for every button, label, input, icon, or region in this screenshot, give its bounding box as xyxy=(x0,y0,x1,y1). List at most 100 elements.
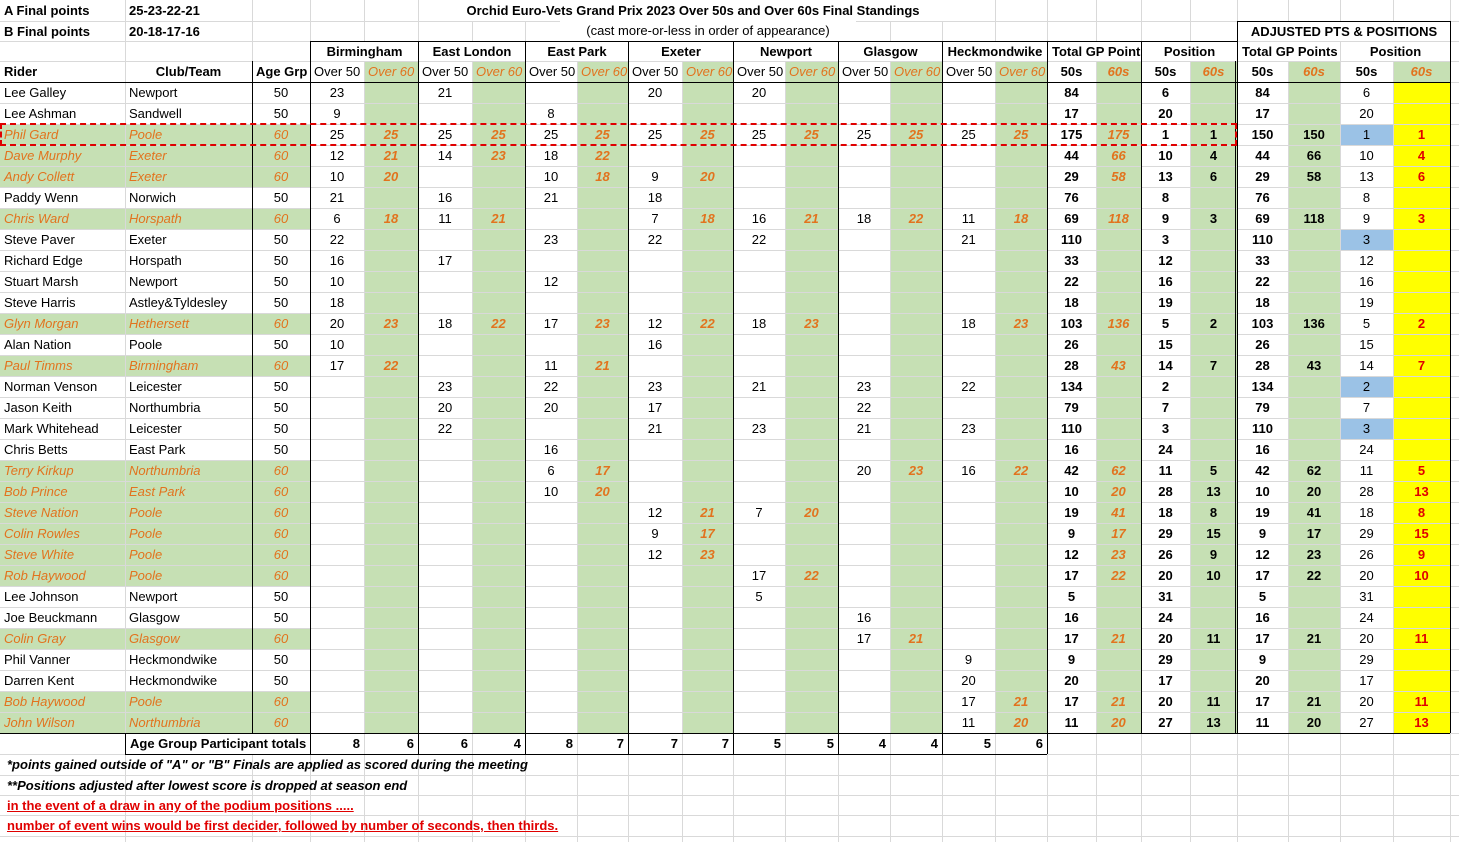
cell: 43 xyxy=(1111,358,1126,373)
cell: 6 xyxy=(333,211,341,226)
cell: 8 xyxy=(1161,190,1170,205)
cell: 33 xyxy=(1064,253,1079,268)
border xyxy=(1237,21,1450,22)
highlight-box xyxy=(0,123,1237,146)
cell: 21 xyxy=(1111,631,1126,646)
age-header: 60s xyxy=(1202,64,1225,79)
label: 20-18-17-16 xyxy=(129,24,200,39)
cell: 2 xyxy=(1161,379,1170,394)
cell: 21 xyxy=(751,379,767,394)
cell: 21 xyxy=(804,211,819,226)
cell: 19 xyxy=(1255,505,1270,520)
cell: 25 xyxy=(700,127,715,142)
blue-cell xyxy=(1340,124,1393,145)
total: 8 xyxy=(526,734,577,754)
cell: 20 xyxy=(1111,484,1126,499)
column-header: Club/Team xyxy=(155,64,222,79)
cell: 12 xyxy=(1359,253,1374,268)
club: Exeter xyxy=(129,232,167,247)
label: 25-23-22-21 xyxy=(129,3,200,18)
rider: Colin Gray xyxy=(4,631,66,646)
total: 7 xyxy=(578,734,628,754)
cell: 118 xyxy=(1303,211,1325,226)
cell: 4 xyxy=(1209,148,1218,163)
rider: Joe Beuckmann xyxy=(4,610,98,625)
rider: Mark Whitehead xyxy=(4,421,99,436)
label: A Final points xyxy=(4,3,90,18)
cell: 66 xyxy=(1306,148,1322,163)
total: 7 xyxy=(683,734,733,754)
cell: 20 xyxy=(804,505,819,520)
grid-line xyxy=(0,523,1459,524)
sub-header: Over 60 xyxy=(368,64,415,79)
grid-line xyxy=(0,229,1459,230)
rider: Phil Gard xyxy=(4,127,59,142)
sub-header: Over 50 xyxy=(946,64,993,79)
total: 6 xyxy=(365,734,418,754)
cell: 60 xyxy=(273,148,289,163)
sub-header: Over 50 xyxy=(842,64,889,79)
venue-header: East Park xyxy=(526,42,628,61)
cell: 31 xyxy=(1158,589,1173,604)
cell: 16 xyxy=(543,442,559,457)
cell: 21 xyxy=(647,421,663,436)
cell: 3 xyxy=(1161,232,1170,247)
cell: 12 xyxy=(1158,253,1173,268)
rider: Andy Collett xyxy=(4,169,75,184)
totals-label: Age Group Participant totals xyxy=(126,734,310,754)
club: Poole xyxy=(129,568,163,583)
cell: 50 xyxy=(273,190,289,205)
cell: 20 xyxy=(1359,106,1374,121)
cell: 6 xyxy=(1417,169,1426,184)
over60-row-fill xyxy=(0,712,310,733)
border xyxy=(310,41,311,754)
cell: 20 xyxy=(329,316,345,331)
group-header: Position xyxy=(1341,42,1450,61)
cell: 10 xyxy=(329,274,345,289)
rider: Chris Betts xyxy=(4,442,68,457)
cell: 22 xyxy=(1306,568,1322,583)
border xyxy=(1237,21,1238,733)
cell: 5 xyxy=(755,589,763,604)
cell: 9 xyxy=(1362,211,1371,226)
note: number of event wins would be first deci… xyxy=(7,818,559,833)
cell: 8 xyxy=(1417,505,1426,520)
cell: 15 xyxy=(1158,337,1173,352)
cell: 10 xyxy=(1359,148,1374,163)
cell: 19 xyxy=(1359,295,1374,310)
club: Northumbria xyxy=(129,715,201,730)
rider: Paddy Wenn xyxy=(4,190,79,205)
cell: 14 xyxy=(1359,358,1374,373)
club: Poole xyxy=(129,526,163,541)
rider: Steve Paver xyxy=(4,232,75,247)
cell: 76 xyxy=(1255,190,1270,205)
rider: Bob Prince xyxy=(4,484,68,499)
cell: 11 xyxy=(1414,631,1429,646)
cell: 5 xyxy=(1258,589,1267,604)
cell: 28 xyxy=(1064,358,1079,373)
total: 5 xyxy=(734,734,785,754)
border xyxy=(125,754,1047,755)
grid-line xyxy=(0,166,1459,167)
cell: 110 xyxy=(1252,421,1273,436)
cell: 76 xyxy=(1064,190,1079,205)
adjusted-title: ADJUSTED PTS & POSITIONS xyxy=(1238,22,1450,41)
cell: 9 xyxy=(1258,526,1267,541)
cell: 22 xyxy=(329,232,345,247)
cell: 50 xyxy=(273,673,289,688)
cell: 50 xyxy=(273,589,289,604)
club: Newport xyxy=(129,274,178,289)
grid-line xyxy=(1393,0,1394,842)
sub-header: Over 50 xyxy=(314,64,361,79)
cell: 20 xyxy=(1306,715,1322,730)
grid-line xyxy=(0,439,1459,440)
cell: 1 xyxy=(1417,127,1426,142)
cell: 17 xyxy=(700,526,715,541)
blue-cell xyxy=(1340,376,1393,397)
cell: 5 xyxy=(1417,463,1426,478)
sub-header: Over 60 xyxy=(581,64,628,79)
cell: 24 xyxy=(1359,442,1374,457)
over60-row-fill xyxy=(0,355,310,376)
cell: 11 xyxy=(1414,694,1429,709)
cell: 17 xyxy=(751,568,767,583)
